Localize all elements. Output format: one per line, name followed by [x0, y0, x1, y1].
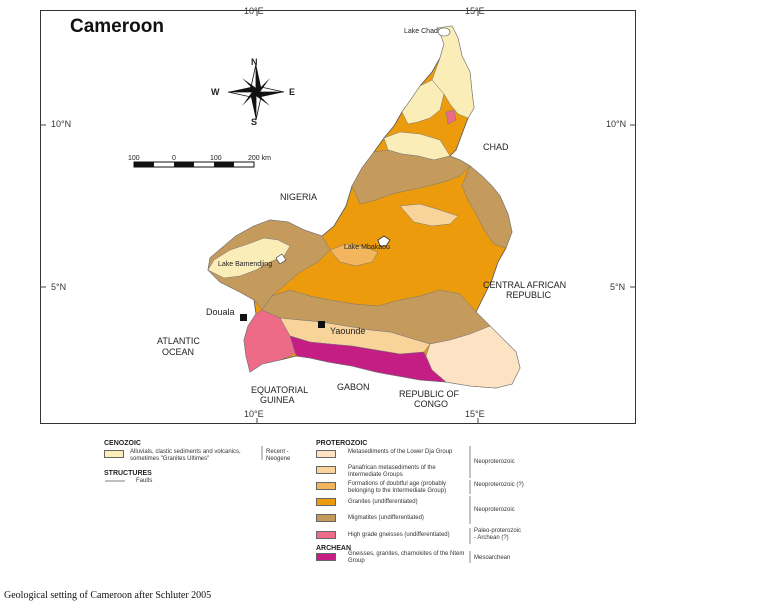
coord-bottom-10e: 10°E	[244, 409, 264, 419]
map-title: Cameroon	[70, 16, 164, 37]
legend-item-doubtful: Formations of doubtful age (probably bel…	[348, 481, 447, 494]
legend-proterozoic-heading: PROTEROZOIC	[316, 440, 368, 447]
lake-bamendjing-water	[275, 253, 287, 265]
legend-age-neoproterozoic-2: Neoproterozoic	[474, 507, 515, 513]
compass-s: S	[251, 117, 258, 127]
legend-item-granites: Granites (undifferentiated)	[348, 499, 418, 505]
yaounde-marker	[318, 321, 325, 328]
legend-cenozoic-heading: CENOZOIC	[104, 440, 141, 447]
legend-swatch-high-grade	[316, 531, 336, 539]
legend-age-neoproterozoic-q: Neoproterozoic (?)	[474, 482, 524, 488]
legend-item-intermediate: Panafrican metasediments of the Intermed…	[348, 465, 436, 478]
label-lake-chad: Lake Chad	[404, 28, 438, 35]
scale-bar	[133, 161, 255, 168]
legend-cenozoic-age: Recent - Neogene	[266, 449, 291, 462]
label-car-line2: REPUBLIC	[506, 290, 552, 300]
coord-left-10n: 10°N	[51, 119, 72, 129]
legend-swatch-lower-dja	[316, 450, 336, 458]
legend-swatch-intermediate	[316, 466, 336, 474]
scale-label-3: 200 km	[248, 155, 271, 162]
cenozoic-north	[431, 25, 475, 119]
legend-item-ntem: Gneisses, granites, charnokites of the N…	[348, 551, 465, 564]
label-chad: CHAD	[483, 142, 509, 152]
legend-swatch-granites	[316, 498, 336, 506]
legend-brackets	[105, 446, 471, 563]
legend-swatch-ntem	[316, 553, 336, 561]
coord-right-10n: 10°N	[606, 119, 627, 129]
scale-label-0: 100	[128, 155, 140, 162]
label-eq-guinea-line1: EQUATORIAL	[251, 385, 309, 395]
scale-label-1: 0	[172, 155, 176, 162]
compass-rose-icon	[227, 63, 285, 121]
high-grade-north	[445, 109, 457, 125]
legend-swatch-cenozoic	[104, 450, 124, 458]
label-car-line1: CENTRAL AFRICAN	[483, 280, 567, 290]
legend-cenozoic-label: Alluvials, clastic sediments and volcani…	[130, 449, 241, 462]
legend-item-migmatites: Migmatites (undifferentiated)	[348, 515, 424, 521]
label-yaounde: Yaounde	[330, 326, 366, 336]
legend-swatch-migmatites	[316, 514, 336, 522]
intermediate-north	[399, 203, 459, 227]
legend-structures-heading: STRUCTURES	[104, 470, 152, 477]
migmatites-east	[461, 165, 513, 249]
legend-age-neoproterozoic-1: Neoproterozoic	[474, 459, 515, 465]
coord-top-15e: 15°E	[465, 6, 485, 16]
label-eq-guinea-line2: GUINEA	[260, 395, 295, 405]
coord-right-5n: 5°N	[610, 282, 626, 292]
label-atlantic-line1: ATLANTIC	[157, 336, 200, 346]
label-gabon: GABON	[337, 382, 370, 392]
legend-swatch-doubtful	[316, 482, 336, 490]
label-lake-mbakaou: Lake Mbakaou	[344, 244, 390, 251]
label-douala: Douala	[206, 307, 235, 317]
figure-caption: Geological setting of Cameroon after Sch…	[4, 590, 212, 601]
ntem-group	[289, 335, 447, 383]
label-congo-line2: CONGO	[414, 399, 449, 409]
coord-left-5n: 5°N	[51, 282, 67, 292]
legend-faults-label: Faults	[136, 478, 153, 484]
legend-age-paleoproterozoic: Paleo-proterozoic - Archean (?)	[474, 528, 522, 541]
coord-top-10e: 10°E	[244, 6, 264, 16]
label-lake-bamendjing: Lake Bamendjing	[218, 261, 273, 268]
coord-bottom-15e: 15°E	[465, 409, 485, 419]
graticule-ticks	[40, 10, 636, 424]
compass-n: N	[251, 57, 258, 67]
label-atlantic-line2: OCEAN	[162, 347, 195, 357]
legend-item-high-grade: High grade gneisses (undifferentiated)	[348, 532, 450, 538]
doubtful-age	[329, 243, 379, 267]
lake-chad-water	[437, 27, 451, 37]
cenozoic-west	[207, 237, 291, 279]
compass-e: E	[289, 87, 296, 97]
douala-marker	[240, 314, 247, 321]
cenozoic-north-2	[401, 79, 445, 125]
legend-item-lower-dja: Metasediments of the Lower Dja Group	[348, 449, 453, 455]
legend-age-mesoarchean: Mesoarchean	[474, 555, 511, 561]
legend-archean-heading: ARCHEAN	[316, 545, 351, 552]
scale-label-2: 100	[210, 155, 222, 162]
migmatites-north	[351, 149, 471, 205]
label-nigeria: NIGERIA	[280, 192, 318, 202]
compass-w: W	[211, 87, 220, 97]
label-congo-line1: REPUBLIC OF	[399, 389, 460, 399]
lake-mbakaou-water	[377, 235, 391, 247]
